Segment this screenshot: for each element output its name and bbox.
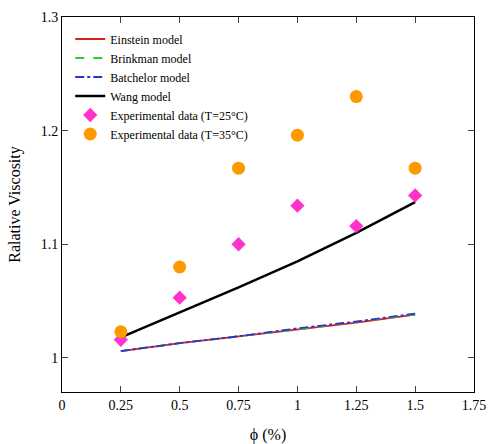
svg-text:Brinkman model: Brinkman model — [110, 52, 192, 66]
svg-text:1: 1 — [51, 351, 58, 366]
svg-text:Ralative Viscosity: Ralative Viscosity — [6, 146, 24, 263]
svg-text:1: 1 — [294, 398, 301, 413]
svg-text:1.2: 1.2 — [41, 124, 59, 139]
svg-text:1.75: 1.75 — [462, 398, 487, 413]
svg-text:0.25: 0.25 — [109, 398, 134, 413]
svg-text:1.3: 1.3 — [41, 10, 59, 25]
svg-text:1.25: 1.25 — [344, 398, 369, 413]
svg-text:0: 0 — [59, 398, 66, 413]
svg-text:Experimental data (T=25°C): Experimental data (T=25°C) — [110, 109, 248, 123]
svg-text:ϕ (%): ϕ (%) — [250, 426, 286, 444]
svg-text:Wang model: Wang model — [110, 90, 171, 104]
svg-text:1.1: 1.1 — [41, 237, 59, 252]
svg-text:1.5: 1.5 — [406, 398, 424, 413]
svg-text:Experimental data (T=35°C): Experimental data (T=35°C) — [110, 128, 248, 142]
svg-text:Einstein model: Einstein model — [110, 33, 183, 47]
svg-text:0.75: 0.75 — [226, 398, 251, 413]
svg-text:0.5: 0.5 — [171, 398, 189, 413]
svg-text:Batchelor model: Batchelor model — [110, 71, 190, 85]
